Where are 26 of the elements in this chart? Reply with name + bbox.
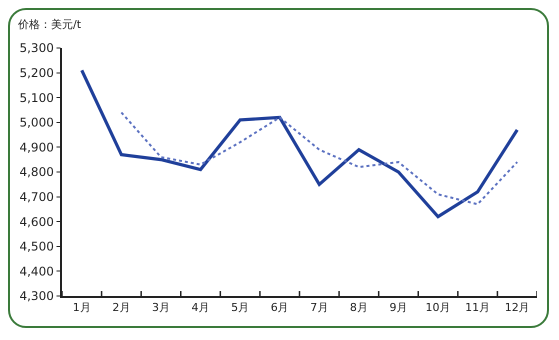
y-axis-title: 价格：美元/t [17, 18, 82, 31]
line-series [120, 111, 518, 206]
x-tick-label: 9月 [389, 300, 408, 314]
x-tick-label: 8月 [350, 300, 368, 314]
line-series [80, 68, 519, 218]
x-tick-label: 2月 [112, 300, 130, 314]
y-tick-label: 4,300 [19, 289, 54, 304]
y-tick-label: 4,800 [19, 165, 54, 180]
y-tick-label: 4,400 [19, 264, 54, 278]
y-tick-label: 5,200 [19, 66, 54, 80]
y-tick-label: 5,300 [19, 41, 54, 56]
y-tick-label: 4,600 [19, 214, 54, 229]
y-tick-label: 5,000 [19, 116, 54, 130]
y-tick-label: 4,700 [19, 190, 54, 204]
x-tick-label: 6月 [270, 300, 289, 314]
y-tick-label: 5,100 [19, 90, 54, 105]
x-tick-label: 10月 [426, 300, 451, 314]
y-tick-label: 4,500 [19, 240, 54, 254]
x-tick-label: 11月 [465, 300, 490, 314]
x-tick-label: 3月 [152, 300, 170, 314]
x-tick-label: 12月 [504, 300, 530, 314]
x-tick-label: 1月 [72, 300, 91, 314]
y-tick-label: 4,900 [19, 140, 54, 154]
x-tick-label: 5月 [231, 300, 250, 314]
x-tick-label: 7月 [310, 300, 328, 314]
x-tick-label: 4月 [192, 300, 210, 314]
